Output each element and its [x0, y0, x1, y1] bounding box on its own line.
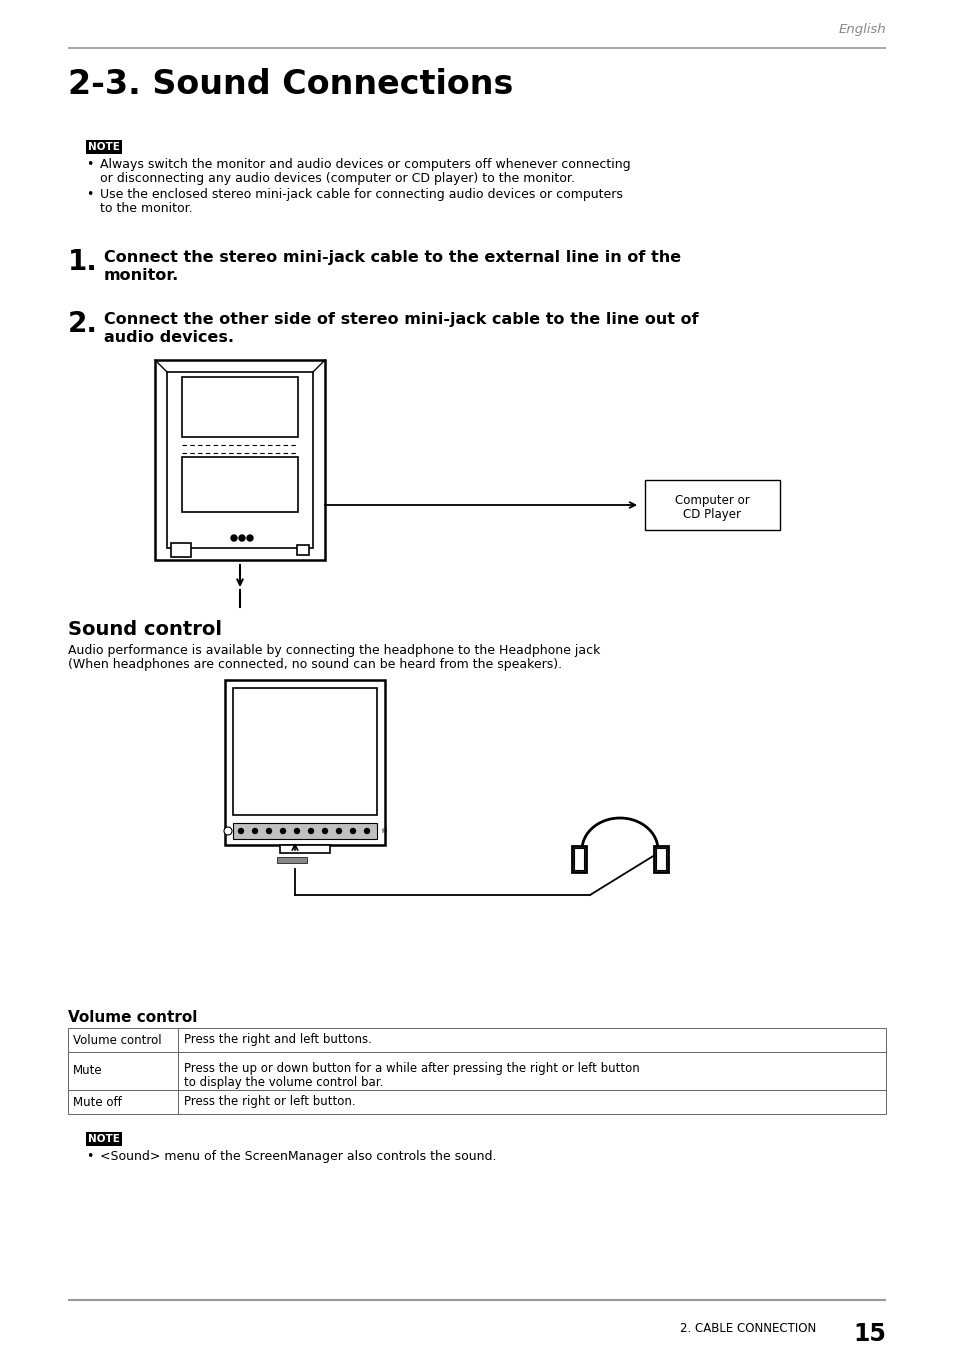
Text: Audio performance is available by connecting the headphone to the Headphone jack: Audio performance is available by connec… — [68, 644, 599, 656]
Text: Volume control: Volume control — [73, 1034, 161, 1046]
Text: audio devices.: audio devices. — [104, 330, 233, 345]
Text: Always switch the monitor and audio devices or computers off whenever connecting: Always switch the monitor and audio devi… — [100, 158, 630, 171]
Bar — [68, 1091, 885, 1113]
Text: H: H — [380, 828, 386, 834]
Circle shape — [308, 829, 314, 833]
Text: NOTE: NOTE — [88, 142, 120, 152]
Text: Connect the stereo mini-jack cable to the external line in of the: Connect the stereo mini-jack cable to th… — [104, 249, 680, 266]
Text: Press the up or down button for a while after pressing the right or left button: Press the up or down button for a while … — [184, 1062, 639, 1074]
Text: Press the right and left buttons.: Press the right and left buttons. — [184, 1034, 372, 1046]
Text: Mute off: Mute off — [73, 1096, 122, 1108]
Bar — [656, 848, 665, 869]
Bar — [68, 1051, 885, 1091]
Text: Connect the other side of stereo mini-jack cable to the line out of: Connect the other side of stereo mini-ja… — [104, 311, 698, 328]
Bar — [644, 480, 780, 530]
Circle shape — [350, 829, 355, 833]
Bar — [233, 687, 376, 816]
Bar — [654, 847, 667, 872]
Text: CD Player: CD Player — [682, 508, 740, 520]
Text: •: • — [86, 1150, 93, 1163]
Text: NOTE: NOTE — [88, 1134, 120, 1144]
Circle shape — [364, 829, 369, 833]
Bar — [296, 545, 309, 555]
Text: •: • — [86, 158, 93, 171]
Text: to the monitor.: to the monitor. — [100, 202, 193, 214]
Text: (When headphones are connected, no sound can be heard from the speakers).: (When headphones are connected, no sound… — [68, 658, 561, 671]
Circle shape — [238, 829, 243, 833]
Text: monitor.: monitor. — [104, 268, 179, 283]
Circle shape — [294, 829, 299, 833]
Text: to display the volume control bar.: to display the volume control bar. — [184, 1076, 383, 1089]
Bar — [68, 1029, 885, 1051]
Text: Press the right or left button.: Press the right or left button. — [184, 1096, 355, 1108]
Circle shape — [280, 829, 285, 833]
Bar — [574, 848, 583, 869]
Bar — [225, 679, 385, 845]
Bar — [280, 845, 330, 853]
Text: Computer or: Computer or — [675, 493, 749, 507]
Bar — [182, 457, 297, 512]
Text: •: • — [86, 187, 93, 201]
Text: 2. CABLE CONNECTION: 2. CABLE CONNECTION — [679, 1322, 816, 1335]
Circle shape — [336, 829, 341, 833]
Text: 15: 15 — [852, 1322, 885, 1347]
Text: 2-3. Sound Connections: 2-3. Sound Connections — [68, 67, 513, 101]
Bar — [171, 543, 191, 557]
Bar — [154, 360, 325, 559]
Circle shape — [266, 829, 272, 833]
Text: English: English — [838, 23, 885, 36]
Text: or disconnecting any audio devices (computer or CD player) to the monitor.: or disconnecting any audio devices (comp… — [100, 173, 575, 185]
Bar — [86, 140, 122, 154]
Bar — [233, 824, 376, 838]
Text: Sound control: Sound control — [68, 620, 222, 639]
Circle shape — [247, 535, 253, 541]
Text: Mute: Mute — [73, 1065, 103, 1077]
Bar — [182, 377, 297, 437]
Circle shape — [239, 535, 245, 541]
Circle shape — [231, 535, 236, 541]
Circle shape — [253, 829, 257, 833]
Bar — [572, 847, 585, 872]
Text: Volume control: Volume control — [68, 1010, 197, 1024]
Text: <Sound> menu of the ScreenManager also controls the sound.: <Sound> menu of the ScreenManager also c… — [100, 1150, 496, 1163]
Bar — [276, 857, 307, 863]
Bar — [86, 1132, 122, 1146]
Text: 1.: 1. — [68, 248, 98, 276]
Text: 2.: 2. — [68, 310, 98, 338]
Bar — [167, 372, 313, 549]
Text: Use the enclosed stereo mini-jack cable for connecting audio devices or computer: Use the enclosed stereo mini-jack cable … — [100, 187, 622, 201]
Circle shape — [322, 829, 327, 833]
Circle shape — [224, 828, 232, 834]
